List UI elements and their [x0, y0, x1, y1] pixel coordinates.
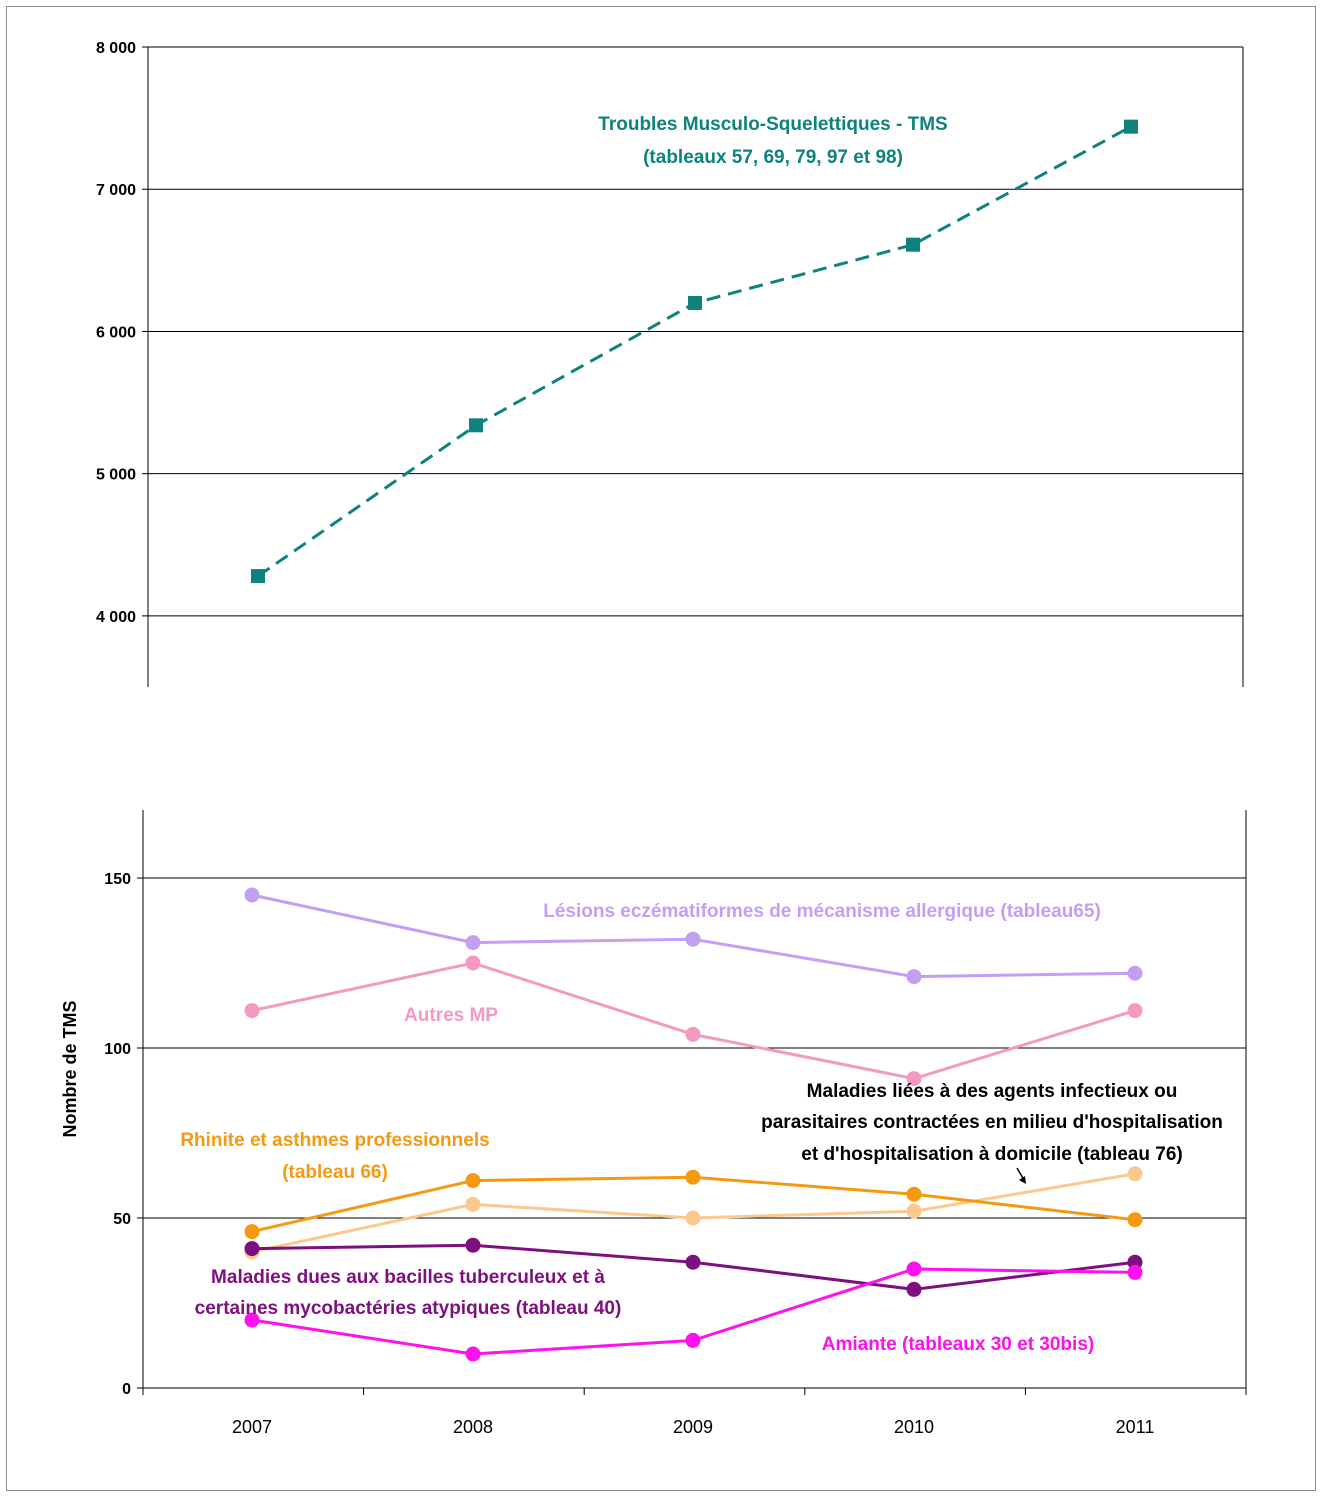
annotation-arrow-head	[1019, 1176, 1026, 1184]
autres-data-point	[244, 1003, 260, 1019]
bottom-y-tick-label: 0	[122, 1381, 131, 1398]
autres-data-point	[906, 1071, 922, 1087]
top-y-tick-label: 8 000	[96, 40, 136, 57]
lesions-data-point	[244, 887, 260, 903]
infectieux-series-label: et d'hospitalisation à domicile (tableau…	[801, 1144, 1182, 1165]
rhinite-series-label: (tableau 66)	[282, 1162, 388, 1183]
bottom-x-tick-label: 2011	[1116, 1417, 1155, 1437]
tms-data-point	[1124, 119, 1138, 134]
amiante-data-point	[1127, 1264, 1143, 1280]
amiante-data-point	[685, 1332, 701, 1348]
infectieux-data-point	[685, 1210, 701, 1226]
infectieux-data-point	[1127, 1166, 1143, 1182]
bottom-x-tick-label: 2009	[673, 1417, 713, 1437]
lesions-data-point	[465, 935, 481, 951]
figure-frame	[6, 6, 1316, 1491]
infectieux-series-label: Maladies liées à des agents infectieux o…	[807, 1081, 1178, 1102]
lesions-data-point	[1127, 965, 1143, 981]
tms-series-line	[257, 125, 1132, 578]
bottom-y-tick-label: 150	[104, 871, 131, 888]
tms-series-label: (tableaux 57, 69, 79, 97 et 98)	[643, 147, 903, 168]
rhinite-data-point	[685, 1169, 701, 1185]
bottom-x-tick-label: 2010	[894, 1417, 934, 1437]
infectieux-series-label: parasitaires contractées en milieu d'hos…	[761, 1112, 1223, 1133]
top-y-tick-label: 5 000	[96, 467, 136, 484]
autres-series-label: Autres MP	[404, 1005, 498, 1026]
tms-data-point	[469, 418, 483, 433]
lesions-data-point	[685, 931, 701, 947]
amiante-series-label: Amiante (tableaux 30 et 30bis)	[822, 1334, 1094, 1355]
lesions-series-label: Lésions eczématiformes de mécanisme alle…	[543, 901, 1101, 922]
tuberculeux-data-point	[244, 1241, 260, 1257]
top-y-tick-label: 4 000	[96, 609, 136, 626]
tms-data-point	[906, 237, 920, 252]
lesions-data-point	[906, 969, 922, 985]
bottom-chart-other-diseases: 0 50 100 150 2007 2008 2009 2010 2011 Nombre de T…	[60, 810, 1247, 1437]
tms-series-label: Troubles Musculo-Squelettiques - TMS	[598, 114, 947, 135]
amiante-data-point	[244, 1312, 260, 1328]
autres-series-line	[251, 961, 1136, 1081]
rhinite-data-point	[465, 1173, 481, 1189]
autres-data-point	[465, 955, 481, 971]
top-y-tick-label: 6 000	[96, 324, 136, 341]
tms-data-point	[251, 569, 265, 584]
autres-data-point	[1127, 1003, 1143, 1019]
rhinite-data-point	[906, 1186, 922, 1202]
top-chart-tms: 4 000 5 000 6 000 7 000 8 000 Troubles Muscul…	[96, 40, 1244, 687]
autres-data-point	[685, 1026, 701, 1042]
bottom-x-tick-label: 2007	[232, 1417, 272, 1437]
tuberculeux-series-label: Maladies dues aux bacilles tuberculeux e…	[211, 1267, 605, 1288]
rhinite-series-label: Rhinite et asthmes professionnels	[180, 1130, 489, 1151]
top-y-tick-label: 7 000	[96, 182, 136, 199]
tuberculeux-data-point	[685, 1254, 701, 1270]
tuberculeux-series-label: certaines mycobactéries atypiques (table…	[195, 1298, 622, 1319]
infectieux-data-point	[465, 1196, 481, 1212]
tuberculeux-data-point	[906, 1281, 922, 1297]
bottom-y-tick-label: 100	[104, 1041, 131, 1058]
tms-data-point	[688, 296, 702, 310]
infectieux-data-point	[906, 1203, 922, 1219]
rhinite-data-point	[1127, 1212, 1143, 1228]
bottom-y-tick-label: 50	[113, 1211, 131, 1228]
bottom-y-axis-title: Nombre de TMS	[60, 1000, 80, 1137]
bottom-x-tick-label: 2008	[453, 1417, 493, 1437]
rhinite-data-point	[244, 1224, 260, 1240]
amiante-data-point	[465, 1346, 481, 1362]
tuberculeux-data-point	[465, 1237, 481, 1253]
amiante-data-point	[906, 1261, 922, 1277]
